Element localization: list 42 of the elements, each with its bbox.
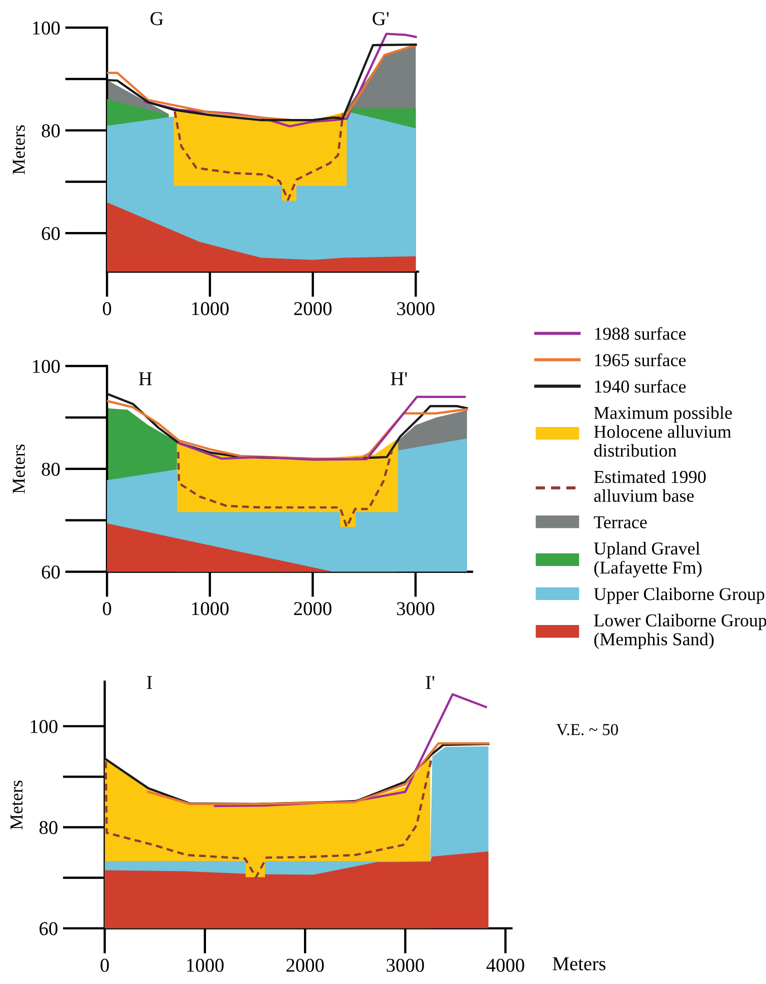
x-tick-label: 3000 xyxy=(386,958,424,972)
legend-label: Upper Claiborne Group xyxy=(594,587,764,604)
text: V.E. ~ 50 xyxy=(556,724,618,736)
x-tick-label: 0 xyxy=(102,602,112,616)
x-tick-label: 0 xyxy=(102,302,112,316)
y-tick-label: 100 xyxy=(33,360,60,373)
x-tick-label: 4000 xyxy=(486,958,524,972)
x-tick-label: 3000 xyxy=(397,302,434,316)
y-tick-label: 60 xyxy=(40,922,58,936)
legend-label: 1940 surface xyxy=(595,380,686,393)
legend-label: Maximum possible Holocene alluvium distribution xyxy=(594,406,732,457)
y-tick-label: 80 xyxy=(42,124,60,138)
annotation: H xyxy=(138,372,152,386)
x-tick-label: 1000 xyxy=(187,958,224,972)
legend-label: Upland Gravel (Lafayette Fm) xyxy=(594,542,702,578)
y-tick-label: 100 xyxy=(33,21,60,35)
x-tick-label: 0 xyxy=(100,958,109,972)
y-tick-label: 60 xyxy=(42,226,60,240)
y-tick-label: 80 xyxy=(42,462,60,476)
legend-label: Estimated 1990 alluvium base xyxy=(594,470,706,502)
legend-label: Lower Claiborne Group (Memphis Sand) xyxy=(594,614,766,650)
y-axis-title: Meters xyxy=(12,444,25,494)
annotation: I' xyxy=(426,676,434,689)
x-tick-label: 3000 xyxy=(397,602,434,616)
y-axis-title: Meters xyxy=(12,125,25,174)
annotation: I xyxy=(146,676,152,689)
x-tick-label: 2000 xyxy=(286,958,324,972)
y-axis-title: Meters xyxy=(10,780,23,830)
y-tick-label: 60 xyxy=(42,566,60,579)
legend-label: 1965 surface xyxy=(595,353,686,366)
text: G xyxy=(150,12,164,26)
y-tick-label: 80 xyxy=(39,821,58,834)
x-tick-label: 2000 xyxy=(294,602,332,616)
legend-label: Terrace xyxy=(594,516,647,528)
x-tick-label: 1000 xyxy=(192,602,229,616)
legend-label: 1988 surface xyxy=(595,326,686,340)
y-tick-label: 100 xyxy=(30,720,58,734)
x-tick-label: 1000 xyxy=(192,302,229,316)
annotation: H' xyxy=(390,372,407,386)
x-tick-label: 2000 xyxy=(294,302,332,316)
x-axis-title: Meters xyxy=(552,957,606,970)
text: G' xyxy=(372,12,389,26)
